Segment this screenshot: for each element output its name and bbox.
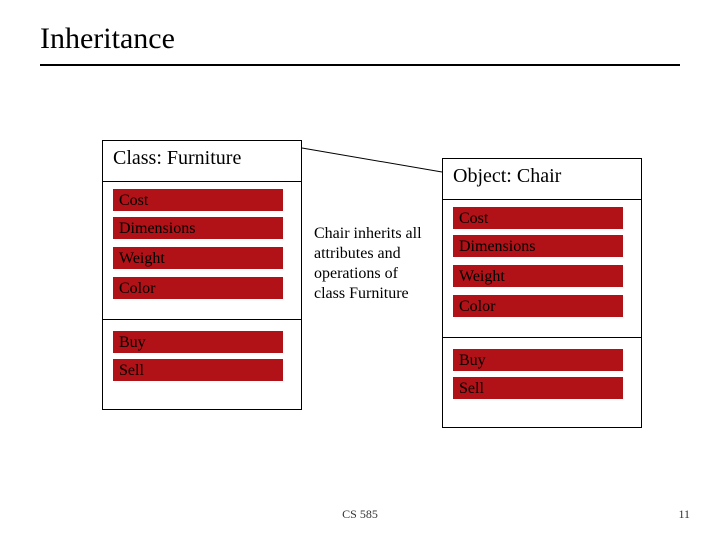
caption-line: attributes and: [314, 244, 442, 264]
class-furniture-row-buy: Buy: [113, 331, 283, 353]
caption-line: class Furniture: [314, 284, 442, 304]
inheritance-connector: [302, 148, 442, 172]
class-furniture-row-color: Color: [113, 277, 283, 299]
object-chair-row-cost: Cost: [453, 207, 623, 229]
class-furniture-row-weight: Weight: [113, 247, 283, 269]
slide-root: Inheritance Class: Furniture CostDimensi…: [0, 0, 720, 540]
inheritance-caption: Chair inherits allattributes andoperatio…: [314, 224, 442, 304]
class-furniture-header: Class: Furniture: [103, 141, 301, 180]
object-chair-divider: [443, 337, 641, 338]
class-furniture-box: Class: Furniture Cost Dimensions Weight Col…: [102, 140, 302, 410]
footer-course: CS 585: [342, 507, 378, 522]
class-furniture-row-sell: Sell: [113, 359, 283, 381]
object-chair-row-dimensions: Dimensions: [453, 235, 623, 257]
object-chair-header: Object: Chair: [443, 159, 641, 198]
class-furniture-divider: [103, 319, 301, 320]
object-chair-row-weight: Weight: [453, 265, 623, 287]
class-furniture-divider: [103, 181, 301, 182]
object-chair-box: Object: Chair Cost Dimensions Weight Color B…: [442, 158, 642, 428]
object-chair-divider: [443, 199, 641, 200]
object-chair-row-sell: Sell: [453, 377, 623, 399]
caption-line: operations of: [314, 264, 442, 284]
footer-page-number: 11: [678, 507, 690, 522]
object-chair-row-buy: Buy: [453, 349, 623, 371]
caption-line: Chair inherits all: [314, 224, 442, 244]
class-furniture-row-dimensions: Dimensions: [113, 217, 283, 239]
object-chair-row-color: Color: [453, 295, 623, 317]
class-furniture-row-cost: Cost: [113, 189, 283, 211]
